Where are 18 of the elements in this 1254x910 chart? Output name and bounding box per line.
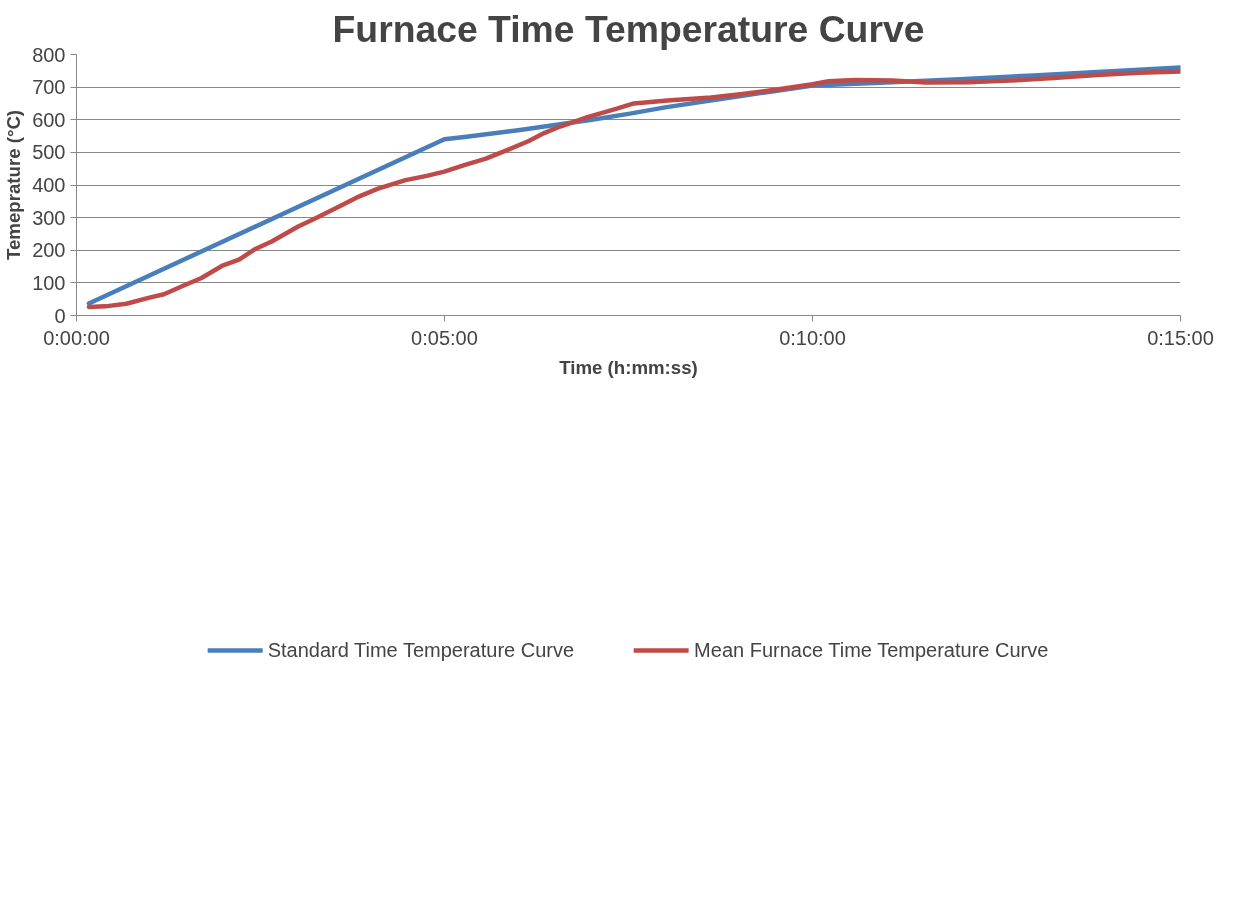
- x-tick-label: 0:10:00: [779, 326, 846, 349]
- x-tick-label: 0:05:00: [411, 326, 478, 349]
- x-tick-label: 0:00:00: [43, 326, 110, 349]
- y-tick-label: 700: [32, 76, 66, 99]
- y-tick-label: 200: [32, 239, 66, 262]
- y-tick-label: 500: [32, 141, 66, 164]
- y-axis-title: Temeprature (°C): [3, 109, 25, 261]
- y-tick-label: 400: [32, 174, 66, 196]
- x-axis-title: Time (h:mm:ss): [559, 356, 698, 378]
- y-tick-label: 300: [32, 206, 66, 229]
- y-tick-label: 800: [32, 43, 66, 66]
- y-tick-label: 100: [32, 271, 66, 294]
- legend-label: Standard Time Temperature Curve: [267, 638, 575, 662]
- y-tick-label: 0: [54, 304, 66, 327]
- x-tick-label: 0:15:00: [1147, 326, 1214, 349]
- y-tick-label: 600: [32, 108, 66, 131]
- legend-label: Mean Furnace Time Temperature Curve: [694, 638, 1049, 662]
- chart-title: Furnace Time Temperature Curve: [332, 7, 925, 50]
